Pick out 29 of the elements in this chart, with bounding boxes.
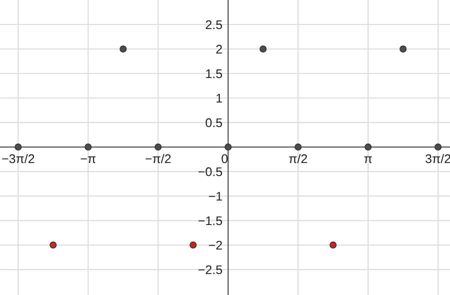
y-tick-label: 1.5	[206, 69, 222, 78]
y-tick-label: −1.5	[198, 216, 222, 226]
x-tick-label: −π/2	[146, 154, 171, 164]
point	[330, 241, 337, 249]
y-tick-label: 0.5	[206, 118, 222, 128]
x-tick-label: −3π/2	[2, 154, 34, 164]
point	[154, 143, 162, 151]
x-tick-label: −π	[80, 156, 96, 164]
point	[190, 241, 197, 249]
y-tick-label: 2.5	[206, 20, 222, 30]
point	[400, 45, 407, 53]
point	[120, 45, 127, 53]
point	[14, 143, 22, 151]
point	[224, 143, 232, 151]
point	[364, 143, 372, 151]
point	[260, 45, 267, 53]
y-tick-label: −2.5	[198, 265, 222, 274]
x-tick-label: π	[364, 156, 372, 164]
point	[434, 143, 442, 151]
y-tick-label: 1	[216, 94, 222, 103]
y-tick-label: −2	[208, 240, 222, 250]
y-tick-label: 2	[216, 44, 222, 54]
point	[50, 241, 57, 249]
x-tick-label: π/2	[289, 154, 308, 164]
point	[294, 143, 302, 151]
x-tick-label: 3π/2	[426, 154, 450, 164]
y-tick-label: −0.5	[198, 167, 222, 176]
point	[84, 143, 92, 151]
y-tick-label: −1	[208, 192, 222, 201]
